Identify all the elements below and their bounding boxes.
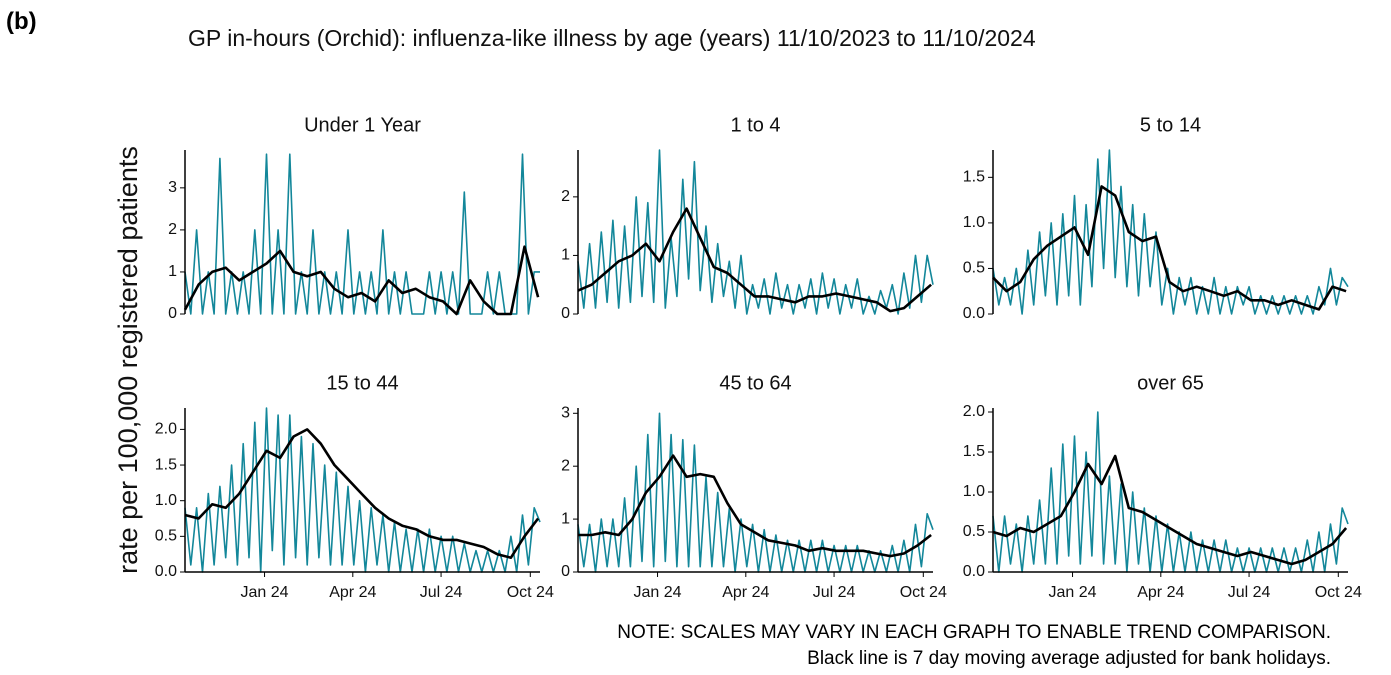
note: Black line is 7 day moving average adjus… [807, 648, 1331, 669]
x-tick-label: Jul 24 [420, 584, 463, 601]
series-line [992, 149, 1349, 315]
y-tick-label: 0.0 [963, 305, 985, 322]
x-tick-label: Jan 24 [1049, 584, 1097, 601]
y-tick-label: 0.0 [155, 563, 177, 580]
series-line [578, 454, 932, 558]
x-tick-label: Oct 24 [507, 584, 554, 601]
y-axis-label: rate per 100,000 registered patients [113, 146, 143, 574]
y-tick-label: 2.0 [963, 403, 985, 420]
series-line [992, 454, 1348, 566]
y-tick-label: 1 [561, 510, 570, 527]
panel-title: Under 1 Year [304, 114, 421, 136]
x-tick-label: Apr 24 [1137, 584, 1184, 601]
y-tick-label: 2 [168, 221, 177, 238]
y-tick-label: 1.5 [963, 169, 985, 186]
x-tick-label: Oct 24 [1315, 584, 1362, 601]
x-tick-label: Apr 24 [722, 584, 769, 601]
series-line [577, 149, 934, 315]
y-tick-label: 2 [561, 457, 570, 474]
y-tick-label: 1.0 [963, 483, 985, 500]
y-tick-label: 3 [168, 179, 177, 196]
panel-title: 45 to 64 [719, 372, 791, 394]
y-tick-label: 0 [561, 563, 570, 580]
series-line [992, 411, 1349, 573]
y-tick-label: 0.5 [155, 528, 177, 545]
y-tick-label: 1 [168, 263, 177, 280]
y-tick-label: 2 [561, 188, 570, 205]
y-tick-label: 2.0 [155, 421, 177, 438]
y-tick-label: 1.5 [963, 443, 985, 460]
y-tick-label: 0 [168, 305, 177, 322]
note: NOTE: SCALES MAY VARY IN EACH GRAPH TO E… [617, 622, 1331, 643]
series-line [183, 245, 540, 316]
y-tick-label: 0.0 [963, 563, 985, 580]
x-tick-label: Jul 24 [1228, 584, 1271, 601]
panel-title: 15 to 44 [326, 372, 398, 394]
series-line [577, 207, 932, 313]
panel-label: (b) [6, 8, 37, 35]
series-line [992, 185, 1347, 311]
y-tick-label: 0.5 [963, 260, 985, 277]
series-line [577, 412, 934, 573]
y-tick-label: 3 [561, 405, 570, 422]
chart-title: GP in-hours (Orchid): influenza-like ill… [188, 25, 1036, 51]
series-line [184, 153, 540, 315]
panel-title: 5 to 14 [1140, 114, 1201, 136]
panel-title: over 65 [1137, 372, 1204, 394]
y-tick-label: 0.5 [963, 523, 985, 540]
x-tick-label: Jan 24 [634, 584, 682, 601]
series-line [184, 407, 541, 573]
y-tick-label: 0 [561, 305, 570, 322]
series-line [184, 428, 540, 559]
y-tick-label: 1.0 [155, 492, 177, 509]
x-tick-label: Oct 24 [900, 584, 947, 601]
y-tick-label: 1 [561, 247, 570, 264]
y-tick-label: 1.5 [155, 456, 177, 473]
x-tick-label: Jul 24 [813, 584, 856, 601]
x-tick-label: Apr 24 [329, 584, 376, 601]
y-tick-label: 1.0 [963, 214, 985, 231]
x-tick-label: Jan 24 [241, 584, 289, 601]
panel-title: 1 to 4 [730, 114, 780, 136]
